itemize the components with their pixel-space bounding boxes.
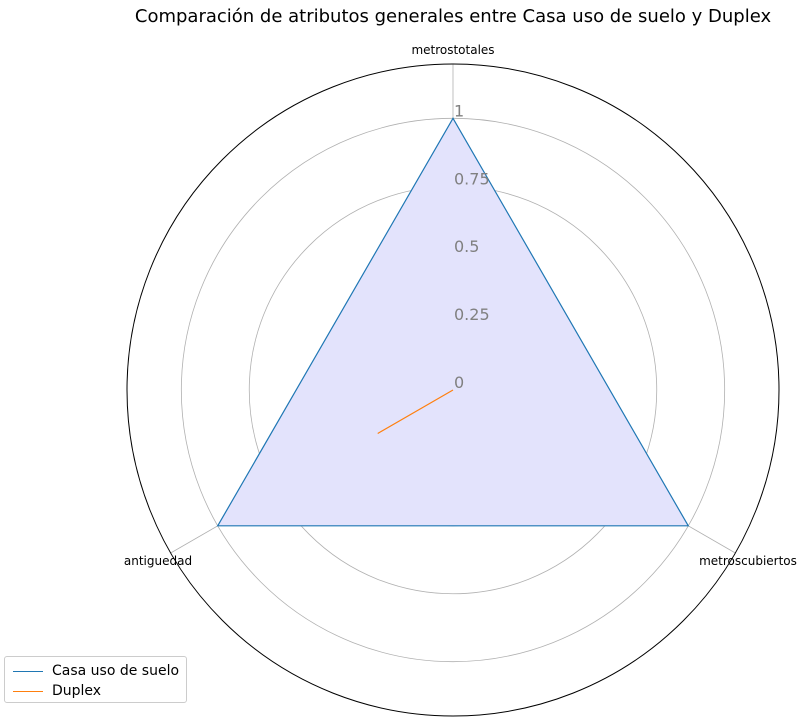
axis-label-antiguedad: antiguedad bbox=[124, 554, 192, 568]
r-tick-label-2: 0.5 bbox=[454, 237, 479, 256]
radial-tick-labels: 0 0.25 0.5 0.75 1 bbox=[454, 101, 490, 392]
series-fill-casa-uso-de-suelo bbox=[217, 118, 689, 526]
legend-label-casa-uso-de-suelo: Casa uso de suelo bbox=[52, 663, 180, 679]
r-tick-label-4: 1 bbox=[454, 101, 464, 120]
legend-swatch-casa-uso-de-suelo bbox=[13, 670, 43, 672]
legend-item-duplex: Duplex bbox=[13, 681, 101, 701]
legend-label-duplex: Duplex bbox=[52, 683, 102, 699]
outer-frame bbox=[126, 63, 780, 717]
r-tick-label-1: 0.25 bbox=[454, 305, 490, 324]
legend-item-casa-uso-de-suelo: Casa uso de suelo bbox=[13, 661, 179, 681]
axis-label-metroscubiertos: metroscubiertos bbox=[699, 554, 797, 568]
axis-label-metrostotales: metrostotales bbox=[411, 43, 494, 57]
axis-labels: metrostotales metroscubiertos antiguedad bbox=[124, 43, 797, 568]
r-tick-label-0: 0 bbox=[454, 373, 464, 392]
series-line-layer bbox=[216, 117, 690, 527]
r-tick-label-3: 0.75 bbox=[454, 169, 490, 188]
chart-title: Comparación de atributos generales entre… bbox=[135, 6, 772, 27]
legend: Casa uso de suelo Duplex bbox=[4, 656, 187, 703]
legend-swatch-duplex bbox=[13, 690, 43, 692]
series-fill-layer bbox=[217, 118, 689, 526]
series-line-casa-uso-de-suelo bbox=[216, 117, 690, 527]
